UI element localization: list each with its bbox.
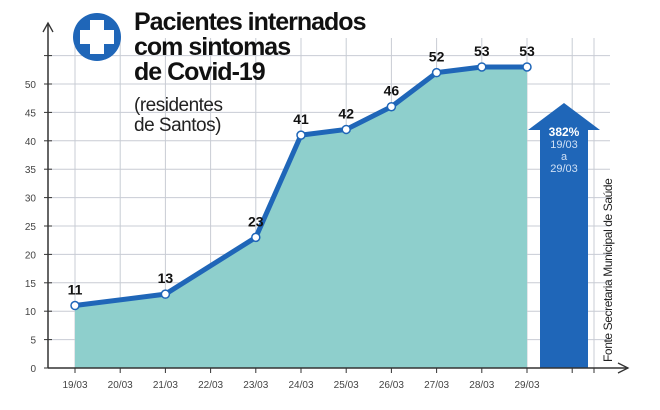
chart-title: Pacientes internados com sintomas de Cov… [134,8,366,86]
growth-to: 29/03 [550,163,578,175]
y-tick-label: 30 [25,194,37,205]
y-tick-label: 45 [25,108,37,119]
data-point [160,289,171,299]
area-fill [75,66,527,369]
data-label: 23 [248,213,264,229]
data-point [296,130,306,140]
data-point [251,232,261,243]
title-line: com sintomas [134,33,291,61]
x-tick-label: 27/03 [424,380,449,391]
data-label: 53 [474,43,490,59]
y-tick-label: 25 [25,222,37,233]
data-label: 52 [429,49,445,65]
data-label: 46 [384,83,400,99]
subtitle-line: de Santos) [134,115,221,136]
x-tick-label: 19/03 [62,380,87,391]
x-tick-label: 24/03 [288,380,313,391]
x-tick-label: 28/03 [469,380,494,391]
data-point [431,67,442,78]
x-axis-arrow [617,362,630,374]
y-tick-label: 15 [25,279,37,290]
title-line: Pacientes internados [134,8,366,36]
x-tick-label: 26/03 [379,380,404,391]
y-tick-label: 0 [30,364,36,375]
plus-icon [80,20,114,54]
x-tick-label: 21/03 [153,380,178,391]
y-axis-arrow [42,21,54,33]
data-point [386,101,397,112]
growth-percent: 382% [549,125,580,139]
growth-arrow [528,103,600,368]
data-point [522,62,532,72]
y-tick-label: 5 [30,336,36,347]
data-label: 11 [68,282,83,298]
data-label: 13 [158,270,174,286]
x-tick-label: 20/03 [108,380,133,391]
x-tick-label: 25/03 [334,380,359,391]
x-tick-label: 29/03 [514,380,539,391]
y-tick-label: 40 [25,137,37,148]
source-note: Fonte Secretaria Municipal de Saúde [601,178,615,362]
data-label: 53 [519,43,535,59]
growth-from: 19/03 [550,139,578,151]
subtitle-line: (residentes [134,95,223,116]
growth-connector: a [561,151,568,163]
chart-subtitle: (residentes de Santos) [134,96,223,136]
data-label: 41 [293,111,309,127]
y-tick-label: 10 [25,307,37,318]
data-label: 42 [338,105,354,121]
y-tick-label: 35 [25,165,37,176]
data-point [70,300,80,311]
x-tick-label: 22/03 [198,380,223,391]
y-tick-label: 20 [25,250,37,261]
title-line: de Covid-19 [134,58,266,86]
data-point [341,124,351,135]
x-tick-label: 23/03 [243,380,268,391]
y-tick-label: 50 [25,80,37,91]
data-point [477,62,487,72]
